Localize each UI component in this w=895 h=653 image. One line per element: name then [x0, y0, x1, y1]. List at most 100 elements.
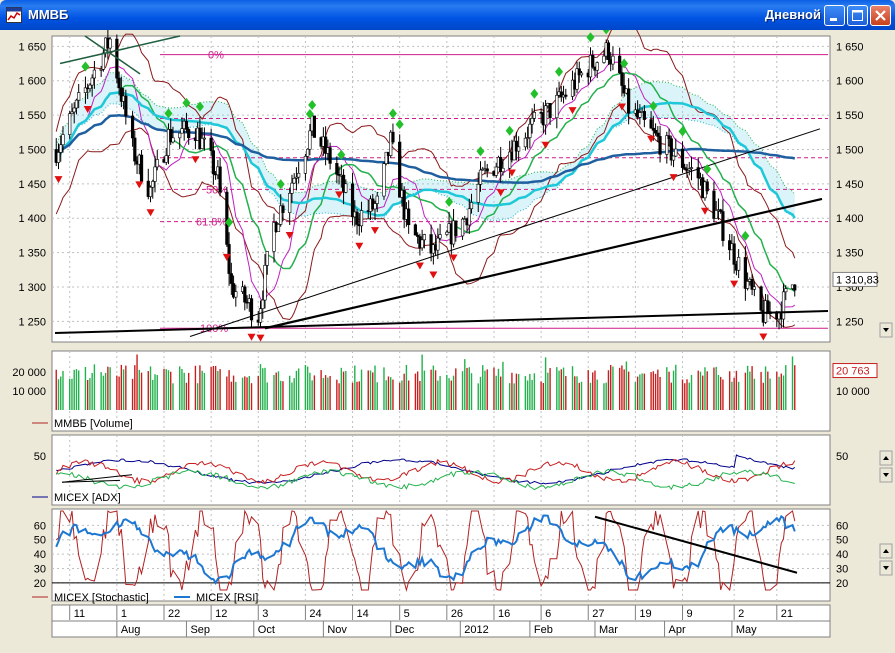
- stochastic-line: [55, 509, 796, 592]
- candle-body: [454, 220, 458, 237]
- candle-body: [680, 148, 685, 168]
- candle-body: [712, 190, 716, 219]
- candle-body: [696, 167, 700, 179]
- candle-body: [548, 103, 552, 119]
- candle-body: [784, 288, 788, 293]
- oscillator-lines: [52, 509, 830, 592]
- fractal-down-marker: [54, 176, 63, 184]
- candle-body: [70, 111, 74, 114]
- fractal-down-marker: [449, 254, 458, 262]
- rsi-trend-line: [594, 515, 798, 574]
- volume-axis: 20 000 10 000 10 000 20 763: [12, 363, 878, 398]
- last-price-label: 1 310,83: [832, 271, 879, 287]
- adx-panel[interactable]: [51, 434, 831, 506]
- candle-body: [169, 129, 173, 143]
- adx-scroll-down[interactable]: [879, 467, 893, 483]
- fractal-up-marker: [620, 58, 629, 69]
- osc-scroll-up[interactable]: [879, 543, 893, 559]
- candle-body: [288, 193, 292, 213]
- fractal-down-marker: [83, 105, 92, 113]
- candle-body: [130, 115, 135, 139]
- candle-body: [335, 163, 339, 175]
- candle-body: [579, 72, 584, 76]
- candle-body: [373, 203, 377, 210]
- price-tick-label-right: 1 500: [836, 144, 864, 156]
- candle-body: [355, 211, 359, 225]
- maximize-icon: [852, 10, 863, 21]
- candle-body: [234, 291, 238, 298]
- cloud-edge-upper: [55, 72, 796, 196]
- date-day-label: 21: [781, 608, 793, 620]
- candle-body: [781, 291, 786, 320]
- candle-body: [577, 68, 581, 76]
- maximize-button[interactable]: [847, 5, 868, 26]
- candle-body: [243, 286, 247, 303]
- candle-body: [258, 308, 263, 323]
- fractal-down-marker: [759, 333, 768, 341]
- price-tick-label-right: 1 400: [836, 213, 864, 225]
- candle-body: [117, 77, 121, 89]
- candle-body: [359, 210, 364, 227]
- candle-body: [184, 120, 189, 130]
- channel-line: [189, 128, 821, 337]
- adx-scroll-up[interactable]: [879, 450, 893, 466]
- osc-tick-label-right: 50: [836, 535, 848, 547]
- candle-body: [398, 141, 402, 198]
- rsi-line: [55, 514, 796, 586]
- date-month-label: Sep: [190, 624, 210, 636]
- candle-body: [618, 55, 622, 73]
- candle-body: [649, 119, 653, 129]
- volume-tick-label-left: 20 000: [12, 367, 46, 379]
- candle-body: [119, 87, 123, 102]
- candle-body: [638, 112, 642, 118]
- osc-tick-label-left: 60: [34, 520, 46, 532]
- candle-body: [281, 205, 285, 213]
- price-tick-label-left: 1 500: [18, 144, 46, 156]
- osc-scroll-down[interactable]: [879, 560, 893, 576]
- candle-body: [555, 94, 559, 119]
- date-month-label: May: [736, 624, 757, 636]
- fractal-down-marker: [256, 334, 265, 342]
- osc-tick-label-right: 20: [836, 578, 848, 590]
- candle-body: [180, 128, 184, 134]
- candle-body: [249, 298, 254, 321]
- fractal-up-marker: [81, 61, 90, 72]
- close-button[interactable]: [870, 5, 891, 26]
- candle-body: [265, 251, 269, 266]
- candle-body: [389, 131, 393, 156]
- candle-body: [272, 222, 276, 252]
- fractal-up-marker: [182, 97, 191, 108]
- volume-bars: [55, 354, 796, 410]
- candle-body: [92, 69, 97, 79]
- candle-body: [218, 166, 222, 193]
- plus-di-line: [55, 458, 796, 486]
- date-day-label: 3: [262, 608, 268, 620]
- rsi-legend: MICEX [RSI]: [174, 592, 258, 604]
- candle-body: [77, 92, 81, 101]
- volume-last-value: 20 763: [836, 366, 870, 378]
- oscillator-panel[interactable]: [51, 508, 831, 602]
- candle-body: [324, 136, 328, 154]
- fractal-down-marker: [647, 135, 656, 143]
- candle-body: [543, 105, 548, 126]
- stochastic-legend: MICEX [Stochastic]: [32, 592, 149, 604]
- candle-body: [467, 208, 471, 226]
- price-scroll-down[interactable]: [879, 322, 893, 338]
- price-tick-label-right: 1 350: [836, 248, 864, 260]
- rsi-legend-label: MICEX [RSI]: [196, 592, 258, 604]
- price-tick-label-left: 1 350: [18, 248, 46, 260]
- fractal-up-marker: [445, 196, 454, 207]
- candle-body: [166, 129, 171, 156]
- minimize-button[interactable]: [824, 5, 845, 26]
- candle-body: [350, 183, 355, 218]
- adx-axis: 50 50: [34, 451, 849, 463]
- candle-body: [669, 138, 673, 161]
- price-tick-label-left: 1 250: [18, 316, 46, 328]
- fractal-down-marker: [617, 103, 626, 111]
- candle-body: [478, 169, 483, 185]
- title-bar[interactable]: ММВБ Дневной: [0, 0, 895, 30]
- date-day-label: 1: [121, 608, 127, 620]
- date-month-label: 2012: [464, 624, 488, 636]
